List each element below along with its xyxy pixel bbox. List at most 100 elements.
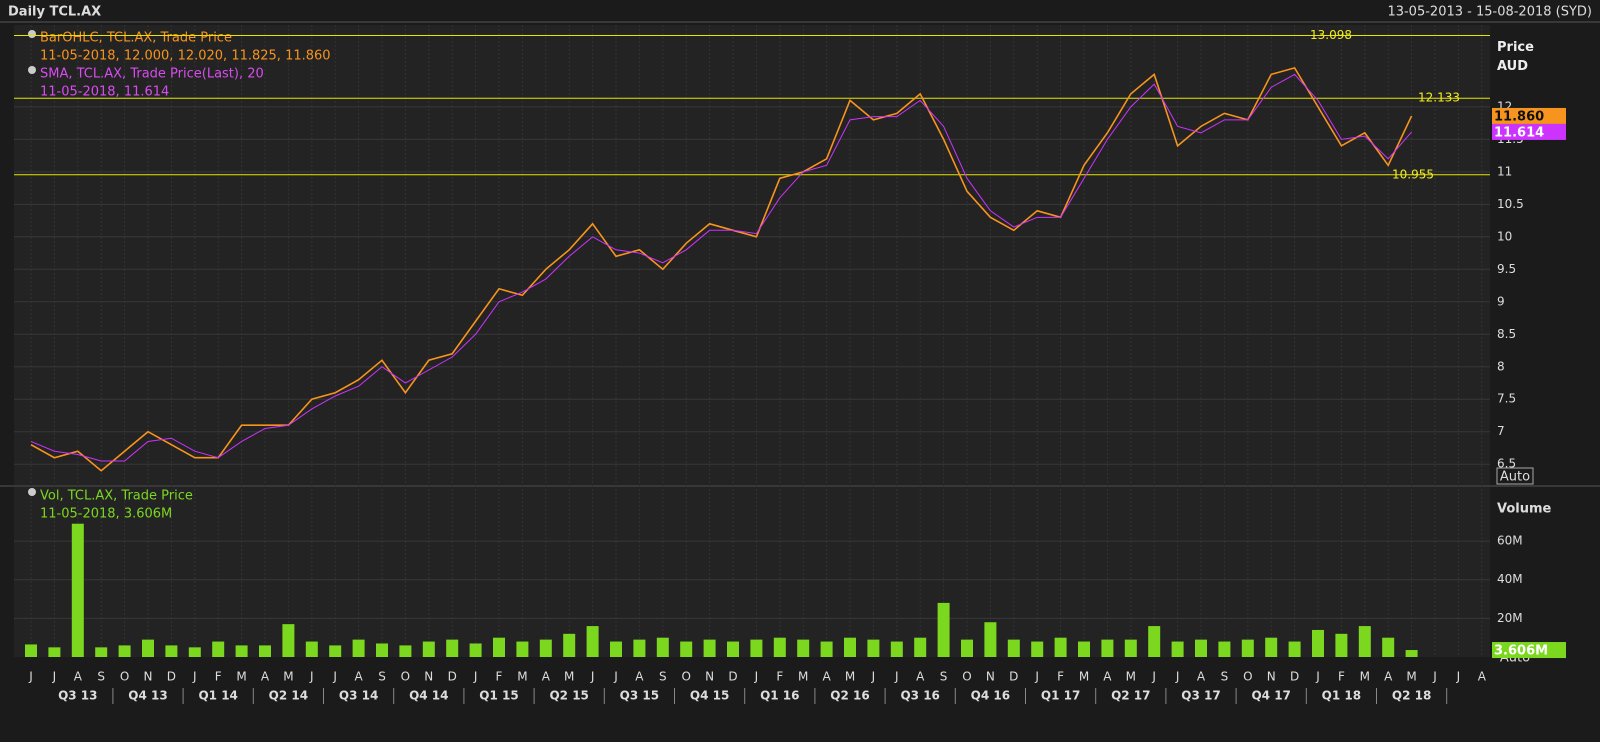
- volume-bar: [539, 639, 552, 657]
- volume-bar: [259, 645, 271, 657]
- x-tick-label: O: [401, 670, 410, 684]
- quarter-label: Q3 14: [339, 689, 378, 703]
- price-line: [30, 66, 1413, 472]
- x-tick-label: J: [1456, 670, 1461, 684]
- volume-bar: [1335, 633, 1348, 657]
- y-tick-label: 9.5: [1497, 262, 1516, 276]
- x-tick-label: N: [986, 670, 995, 684]
- volume-bar: [1054, 637, 1067, 657]
- x-tick-label: M: [283, 670, 293, 684]
- volume-bar: [446, 639, 459, 657]
- volume-bar: [399, 645, 412, 657]
- volume-bar: [1031, 641, 1044, 657]
- volume-bar: [656, 637, 669, 657]
- volume-bar: [937, 602, 950, 657]
- volume-bar: [1382, 637, 1395, 657]
- x-tick-label: F: [496, 670, 503, 684]
- x-tick-label: A: [822, 670, 831, 684]
- x-tick-label: J: [332, 670, 337, 684]
- quarter-label: Q1 18: [1322, 689, 1361, 703]
- x-tick-label: A: [916, 670, 925, 684]
- last-value-tag: [1492, 123, 1566, 140]
- x-tick-label: M: [1126, 670, 1136, 684]
- volume-bar: [1124, 639, 1137, 657]
- level-label: 12.133: [1418, 91, 1460, 105]
- y-tick-label: 40M: [1497, 572, 1523, 586]
- volume-bar: [1288, 641, 1301, 657]
- x-tick-label: D: [1290, 670, 1299, 684]
- quarter-label: Q1 17: [1041, 689, 1080, 703]
- x-tick-label: J: [1432, 670, 1437, 684]
- volume-bar: [1218, 641, 1231, 657]
- x-tick-label: J: [192, 670, 197, 684]
- y-tick-label: 7: [1497, 424, 1505, 438]
- x-tick-label: D: [1009, 670, 1018, 684]
- y-tick-label: 20M: [1497, 611, 1523, 625]
- x-tick-label: S: [659, 670, 667, 684]
- auto-button[interactable]: [1496, 467, 1534, 485]
- x-tick-label: J: [1175, 670, 1180, 684]
- volume-bar: [329, 645, 342, 657]
- volume-bar: [1078, 641, 1090, 657]
- x-tick-label: A: [1478, 670, 1487, 684]
- legend-icon: [28, 66, 36, 74]
- quarter-label: Q4 14: [409, 689, 448, 703]
- x-tick-label: O: [681, 670, 690, 684]
- volume-bar: [563, 633, 576, 657]
- x-tick-label: A: [542, 670, 551, 684]
- volume-bar: [188, 647, 201, 657]
- volume-bar: [71, 523, 84, 657]
- x-tick-label: A: [354, 670, 363, 684]
- volume-bar: [1101, 639, 1114, 657]
- quarter-label: Q4 15: [690, 689, 729, 703]
- volume-bar: [633, 639, 646, 657]
- x-tick-label: J: [309, 670, 314, 684]
- price-line: [30, 73, 1412, 462]
- last-value-label: 11.614: [1494, 125, 1544, 140]
- volume-bar: [797, 639, 810, 657]
- x-tick-label: O: [962, 670, 971, 684]
- quarter-label: Q2 15: [549, 689, 588, 703]
- volume-bar: [890, 641, 903, 657]
- quarter-label: Q2 14: [269, 689, 308, 703]
- quarter-label: Q3 15: [620, 689, 659, 703]
- y-tick-label: 60M: [1497, 534, 1523, 548]
- quarter-label: Q3 13: [58, 689, 97, 703]
- volume-bar: [282, 624, 295, 657]
- level-label: 13.098: [1310, 28, 1352, 42]
- x-tick-label: A: [1103, 670, 1112, 684]
- legend-entry: Vol, TCL.AX, Trade Price: [40, 489, 193, 504]
- volume-bar: [469, 643, 482, 657]
- y-axis-title: Volume: [1497, 502, 1552, 517]
- x-tick-label: S: [940, 670, 948, 684]
- volume-bar: [235, 645, 248, 657]
- legend-icon: [28, 488, 36, 496]
- volume-bar: [703, 639, 716, 657]
- volume-bar: [25, 644, 37, 657]
- x-tick-label: M: [564, 670, 574, 684]
- volume-bar: [1171, 641, 1184, 657]
- volume-bar: [516, 641, 529, 657]
- volume-bar: [48, 647, 61, 657]
- volume-bar: [867, 639, 880, 657]
- x-tick-label: F: [215, 670, 222, 684]
- y-tick-label: 11: [1497, 164, 1512, 178]
- legend-entry: SMA, TCL.AX, Trade Price(Last), 20: [40, 67, 264, 82]
- y-tick-label: 9: [1497, 294, 1505, 308]
- quarter-label: Q1 14: [198, 689, 237, 703]
- quarter-label: Q3 17: [1181, 689, 1220, 703]
- x-tick-label: F: [776, 670, 783, 684]
- chart-title: Daily TCL.AX: [8, 5, 101, 20]
- volume-bar: [1405, 650, 1418, 657]
- auto-label[interactable]: Auto: [1500, 470, 1530, 485]
- x-tick-label: M: [1079, 670, 1089, 684]
- x-tick-label: N: [1267, 670, 1276, 684]
- volume-bar: [773, 637, 786, 657]
- volume-bar: [165, 645, 178, 657]
- quarter-label: Q2 17: [1111, 689, 1150, 703]
- x-tick-label: A: [74, 670, 83, 684]
- volume-bar: [914, 637, 927, 657]
- x-tick-label: O: [1243, 670, 1252, 684]
- volume-bar: [493, 637, 505, 657]
